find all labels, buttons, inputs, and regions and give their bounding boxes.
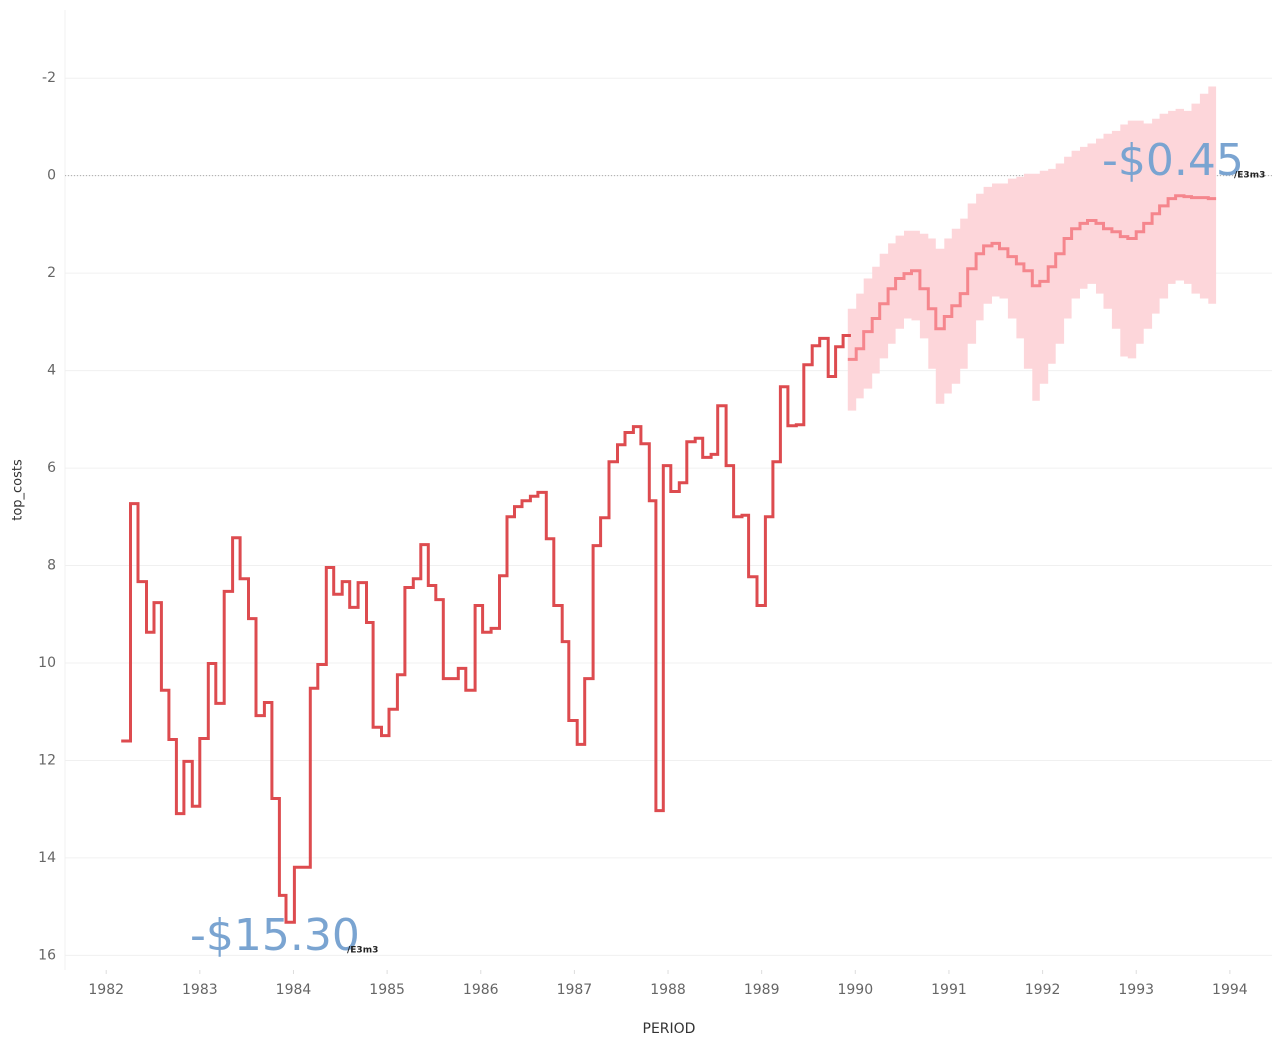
y-tick-label: -2 xyxy=(42,70,56,86)
x-tick-label: 1993 xyxy=(1118,982,1154,998)
x-tick-label: 1982 xyxy=(88,982,124,998)
x-tick-label: 1990 xyxy=(837,982,873,998)
annotation-unit: /E3m3 xyxy=(1234,171,1265,181)
y-tick-label: 0 xyxy=(47,168,56,184)
history-line xyxy=(121,334,851,924)
annotation: -$0.45 xyxy=(1102,135,1244,186)
y-tick-label: 6 xyxy=(47,460,56,476)
y-tick-label: 14 xyxy=(38,850,56,866)
x-tick-label: 1992 xyxy=(1025,982,1061,998)
annotation-unit: /E3m3 xyxy=(347,946,378,956)
y-tick-label: 10 xyxy=(38,655,56,671)
x-tick-label: 1984 xyxy=(276,982,312,998)
x-tick-label: 1987 xyxy=(557,982,593,998)
forecast-line xyxy=(847,194,1217,361)
y-axis-label: top_costs xyxy=(11,459,26,521)
x-tick-label: 1988 xyxy=(650,982,686,998)
y-tick-label: 12 xyxy=(38,752,56,768)
y-tick-label: 4 xyxy=(47,363,56,379)
x-tick-label: 1994 xyxy=(1212,982,1248,998)
x-tick-label: 1991 xyxy=(931,982,967,998)
x-axis-label: PERIOD xyxy=(643,1021,696,1037)
y-tick-label: 16 xyxy=(38,947,56,963)
x-tick-label: 1986 xyxy=(463,982,499,998)
y-tick-label: 8 xyxy=(47,558,56,574)
x-tick-label: 1983 xyxy=(182,982,218,998)
x-tick-label: 1989 xyxy=(744,982,780,998)
y-tick-label: 2 xyxy=(47,265,56,281)
x-tick-label: 1985 xyxy=(369,982,405,998)
annotation: -$15.30 xyxy=(190,910,360,961)
